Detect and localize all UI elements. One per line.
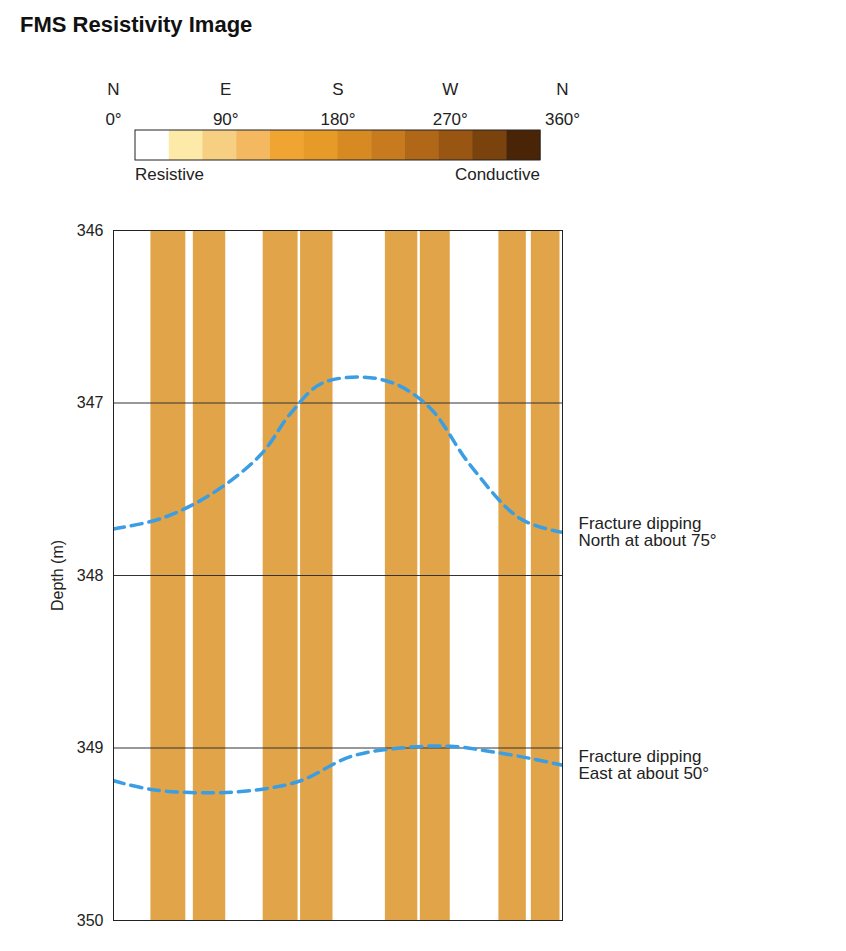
svg-text:E: E: [220, 80, 231, 99]
svg-text:350: 350: [77, 912, 104, 929]
svg-text:Conductive: Conductive: [455, 165, 540, 184]
svg-text:N: N: [556, 80, 568, 99]
svg-text:180°: 180°: [320, 110, 355, 129]
svg-text:W: W: [442, 80, 458, 99]
svg-text:S: S: [332, 80, 343, 99]
svg-text:270°: 270°: [433, 110, 468, 129]
svg-text:Depth (m): Depth (m): [49, 540, 66, 611]
svg-text:349: 349: [77, 739, 104, 756]
svg-text:347: 347: [77, 394, 104, 411]
svg-text:348: 348: [77, 567, 104, 584]
svg-text:360°: 360°: [545, 110, 580, 129]
svg-text:90°: 90°: [213, 110, 239, 129]
svg-text:Fracture dippingEast at about: Fracture dippingEast at about 50°: [579, 747, 710, 783]
svg-text:N: N: [107, 80, 119, 99]
svg-text:346: 346: [77, 222, 104, 239]
html-text:FMS Resistivity Image: FMS Resistivity Image: [20, 12, 253, 37]
svg-text:Resistive: Resistive: [135, 165, 204, 184]
svg-text:0°: 0°: [105, 110, 121, 129]
svg-text:Fracture dippingNorth at about: Fracture dippingNorth at about 75°: [579, 514, 717, 550]
